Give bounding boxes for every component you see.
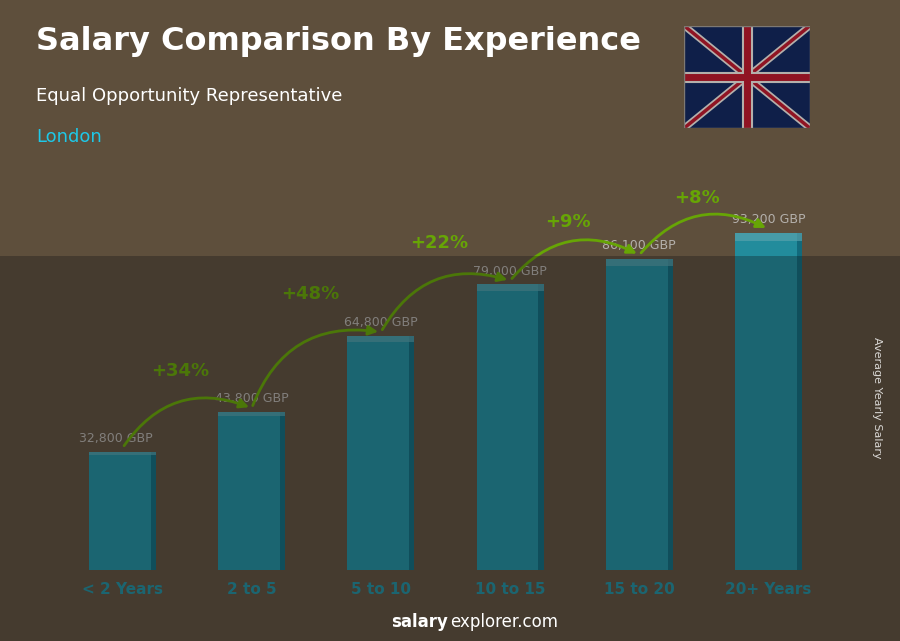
FancyBboxPatch shape (218, 412, 285, 416)
Text: salary: salary (392, 613, 448, 631)
FancyBboxPatch shape (735, 233, 802, 570)
FancyBboxPatch shape (606, 258, 673, 570)
Text: +9%: +9% (545, 213, 591, 231)
FancyBboxPatch shape (150, 452, 156, 570)
FancyBboxPatch shape (347, 336, 415, 342)
Text: explorer.com: explorer.com (450, 613, 558, 631)
Text: 32,800 GBP: 32,800 GBP (79, 432, 153, 445)
FancyBboxPatch shape (538, 284, 544, 570)
FancyBboxPatch shape (606, 258, 673, 267)
FancyBboxPatch shape (218, 412, 285, 570)
Text: +8%: +8% (675, 189, 720, 207)
FancyBboxPatch shape (89, 452, 156, 454)
FancyBboxPatch shape (796, 233, 802, 570)
Text: 43,800 GBP: 43,800 GBP (215, 392, 289, 405)
Text: 93,200 GBP: 93,200 GBP (732, 213, 806, 226)
Text: 64,800 GBP: 64,800 GBP (344, 316, 418, 329)
Text: Equal Opportunity Representative: Equal Opportunity Representative (36, 87, 342, 104)
Text: 86,100 GBP: 86,100 GBP (602, 239, 676, 252)
Text: Average Yearly Salary: Average Yearly Salary (872, 337, 883, 458)
FancyBboxPatch shape (410, 336, 415, 570)
Text: London: London (36, 128, 102, 146)
FancyBboxPatch shape (347, 336, 415, 570)
FancyBboxPatch shape (476, 284, 544, 570)
FancyBboxPatch shape (280, 412, 285, 570)
Text: 79,000 GBP: 79,000 GBP (473, 265, 547, 278)
Text: +22%: +22% (410, 234, 468, 252)
Text: +48%: +48% (281, 285, 339, 303)
FancyBboxPatch shape (476, 284, 544, 292)
FancyBboxPatch shape (735, 233, 802, 241)
Text: +34%: +34% (151, 362, 210, 379)
FancyBboxPatch shape (668, 258, 673, 570)
FancyBboxPatch shape (89, 452, 156, 570)
Text: Salary Comparison By Experience: Salary Comparison By Experience (36, 26, 641, 56)
